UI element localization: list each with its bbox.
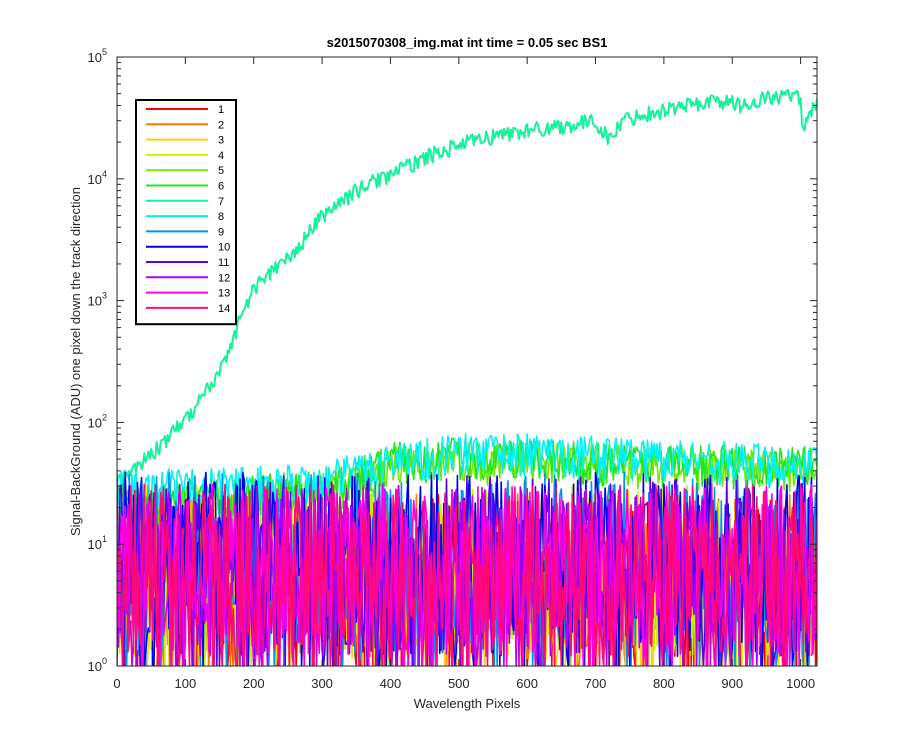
x-tick-label: 600: [516, 676, 538, 691]
x-tick-label: 800: [653, 676, 675, 691]
legend-label: 1: [218, 104, 224, 116]
legend-label: 7: [218, 196, 224, 208]
y-tick-label-exponent: 5: [102, 47, 107, 57]
legend-label: 9: [218, 226, 224, 238]
y-tick-label: 104: [88, 169, 107, 187]
y-tick-label-base: 10: [88, 172, 102, 187]
legend-label: 11: [218, 257, 229, 269]
y-tick-label-exponent: 4: [102, 169, 107, 179]
x-tick-label: 400: [380, 676, 402, 691]
x-tick-label: 500: [448, 676, 470, 691]
y-tick-label: 105: [88, 47, 107, 65]
y-tick-label-exponent: 3: [102, 291, 107, 301]
legend-box: [135, 99, 237, 326]
x-tick-label: 0: [113, 676, 120, 691]
legend-label: 8: [218, 211, 224, 223]
legend-label: 3: [218, 135, 224, 147]
y-tick-label-exponent: 2: [102, 412, 107, 422]
legend-label: 12: [218, 272, 230, 284]
x-tick-label: 1000: [786, 676, 815, 691]
y-tick-label-exponent: 1: [102, 534, 107, 544]
y-tick-label-base: 10: [88, 294, 102, 309]
series-layer: [117, 89, 817, 666]
x-tick-label: 200: [243, 676, 265, 691]
axes-box: [116, 56, 818, 667]
legend-label: 10: [218, 242, 230, 254]
series-line-8: [117, 432, 817, 512]
x-tick-label: 700: [585, 676, 607, 691]
x-axis-label: Wavelength Pixels: [414, 696, 521, 711]
series-line-7: [117, 89, 817, 485]
legend-label: 4: [218, 150, 224, 162]
y-axis-label: Signal-BackGround (ADU) one pixel down t…: [68, 187, 83, 536]
x-tick-label: 300: [311, 676, 333, 691]
legend-label: 14: [218, 303, 230, 315]
legend-label: 5: [218, 165, 224, 177]
y-tick-label-exponent: 0: [102, 656, 107, 666]
chart-title: s2015070308_img.mat int time = 0.05 sec …: [327, 35, 608, 50]
y-tick-label-base: 10: [88, 537, 102, 552]
x-tick-label: 900: [721, 676, 743, 691]
x-tick-label: 100: [175, 676, 197, 691]
x-axis: 0 100 200 300 400 500 600 700 800 900 1000: [113, 57, 815, 691]
y-tick-label: 100: [88, 656, 107, 674]
legend-label: 2: [218, 119, 224, 131]
y-tick-label-base: 10: [88, 415, 102, 430]
y-tick-label: 101: [88, 534, 107, 552]
y-tick-label: 102: [88, 412, 107, 430]
y-tick-label-base: 10: [88, 50, 102, 65]
legend-label: 13: [218, 288, 230, 300]
y-tick-label: 103: [88, 291, 107, 309]
series-line-14: [117, 483, 817, 666]
legend-label: 6: [218, 181, 224, 193]
y-tick-label-base: 10: [88, 659, 102, 674]
